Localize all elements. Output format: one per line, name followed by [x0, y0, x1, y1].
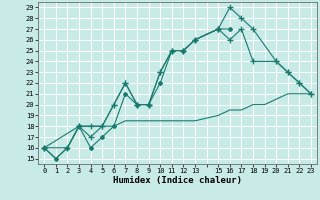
X-axis label: Humidex (Indice chaleur): Humidex (Indice chaleur) — [113, 176, 242, 185]
